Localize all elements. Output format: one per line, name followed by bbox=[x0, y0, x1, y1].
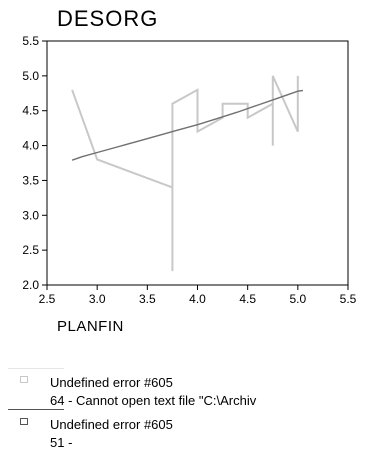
y-tick-label: 2.5 bbox=[22, 243, 39, 257]
y-tick-label: 3.5 bbox=[22, 173, 39, 187]
x-tick-label: 4.5 bbox=[239, 292, 256, 306]
x-tick-label: 5.5 bbox=[340, 292, 357, 306]
y-tick-label: 4.5 bbox=[22, 104, 39, 118]
x-axis-label: PLANFIN bbox=[57, 318, 124, 335]
legend-marker-2-icon bbox=[20, 418, 28, 425]
series-2-line bbox=[71, 89, 303, 161]
x-tick-label: 3.0 bbox=[89, 292, 106, 306]
chart-title: DESORG bbox=[57, 6, 159, 31]
plot-frame bbox=[46, 40, 349, 286]
x-tick-label: 4.0 bbox=[189, 292, 206, 306]
legend-divider-2 bbox=[8, 409, 64, 410]
legend-label-1: Undefined error #605 bbox=[50, 375, 173, 390]
y-tick-label: 5.0 bbox=[22, 69, 39, 83]
legend-label-2: Undefined error #605 bbox=[50, 417, 173, 432]
legend-marker-1-icon bbox=[20, 376, 28, 383]
legend-detail-1: 64 - Cannot open text file "C:\Archiv bbox=[50, 393, 257, 408]
x-tick-label: 5.0 bbox=[289, 292, 306, 306]
x-tick-label: 2.5 bbox=[39, 292, 56, 306]
legend-detail-2: 51 - bbox=[50, 435, 73, 450]
series-1-line bbox=[71, 75, 299, 272]
x-tick-label: 3.5 bbox=[139, 292, 156, 306]
y-tick-label: 4.0 bbox=[22, 139, 39, 153]
y-tick-label: 3.0 bbox=[22, 208, 39, 222]
y-tick-label: 5.5 bbox=[22, 34, 39, 48]
y-tick-label: 2.0 bbox=[22, 278, 39, 292]
legend-divider-1 bbox=[8, 368, 64, 369]
